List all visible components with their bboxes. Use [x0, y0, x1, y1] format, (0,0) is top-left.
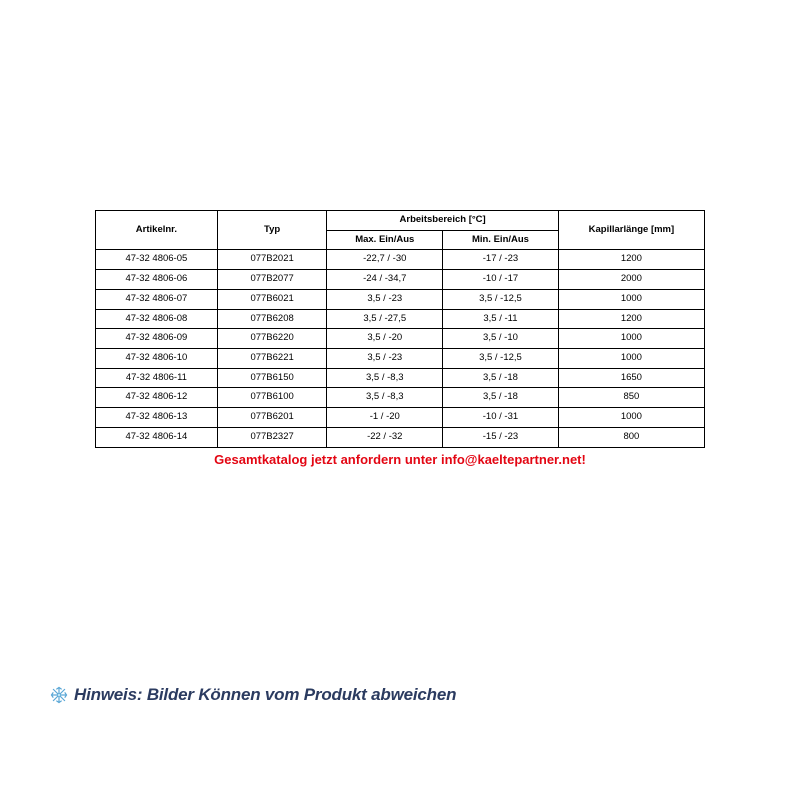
cell-max: -22,7 / -30 — [327, 250, 443, 270]
cell-art: 47-32 4806-05 — [96, 250, 218, 270]
cell-typ: 077B2327 — [217, 427, 327, 447]
cell-art: 47-32 4806-07 — [96, 289, 218, 309]
cell-typ: 077B6220 — [217, 329, 327, 349]
cell-kap: 1000 — [558, 289, 704, 309]
cell-max: -24 / -34,7 — [327, 270, 443, 290]
cell-kap: 1000 — [558, 349, 704, 369]
table-body: 47-32 4806-05077B2021-22,7 / -30-17 / -2… — [96, 250, 705, 447]
cell-art: 47-32 4806-13 — [96, 408, 218, 428]
table-row: 47-32 4806-10077B62213,5 / -233,5 / -12,… — [96, 349, 705, 369]
cell-typ: 077B6150 — [217, 368, 327, 388]
cell-max: 3,5 / -27,5 — [327, 309, 443, 329]
hinweis-text: Hinweis: Bilder Können vom Produkt abwei… — [74, 685, 456, 705]
cell-kap: 1000 — [558, 329, 704, 349]
cell-min: 3,5 / -18 — [443, 388, 559, 408]
cell-kap: 2000 — [558, 270, 704, 290]
table-row: 47-32 4806-13077B6201-1 / -20-10 / -3110… — [96, 408, 705, 428]
spec-table-container: Artikelnr. Typ Arbeitsbereich [°C] Kapil… — [95, 210, 705, 448]
cell-max: 3,5 / -8,3 — [327, 388, 443, 408]
cell-min: -10 / -31 — [443, 408, 559, 428]
cell-typ: 077B6100 — [217, 388, 327, 408]
catalog-cta: Gesamtkatalog jetzt anfordern unter info… — [0, 452, 800, 467]
cell-max: -1 / -20 — [327, 408, 443, 428]
cell-max: 3,5 / -8,3 — [327, 368, 443, 388]
table-row: 47-32 4806-07077B60213,5 / -233,5 / -12,… — [96, 289, 705, 309]
cell-min: 3,5 / -11 — [443, 309, 559, 329]
cell-kap: 800 — [558, 427, 704, 447]
hinweis-row: Hinweis: Bilder Können vom Produkt abwei… — [50, 685, 456, 705]
cell-art: 47-32 4806-08 — [96, 309, 218, 329]
table-row: 47-32 4806-14077B2327-22 / -32-15 / -238… — [96, 427, 705, 447]
cell-max: 3,5 / -20 — [327, 329, 443, 349]
snowflake-icon — [50, 686, 68, 704]
table-row: 47-32 4806-09077B62203,5 / -203,5 / -101… — [96, 329, 705, 349]
cell-max: -22 / -32 — [327, 427, 443, 447]
table-row: 47-32 4806-05077B2021-22,7 / -30-17 / -2… — [96, 250, 705, 270]
cell-art: 47-32 4806-09 — [96, 329, 218, 349]
cell-typ: 077B6021 — [217, 289, 327, 309]
th-kapillar: Kapillarlänge [mm] — [558, 211, 704, 250]
cell-typ: 077B6221 — [217, 349, 327, 369]
cell-art: 47-32 4806-06 — [96, 270, 218, 290]
cell-kap: 1200 — [558, 309, 704, 329]
cell-typ: 077B2021 — [217, 250, 327, 270]
table-head: Artikelnr. Typ Arbeitsbereich [°C] Kapil… — [96, 211, 705, 250]
cell-art: 47-32 4806-12 — [96, 388, 218, 408]
cell-kap: 850 — [558, 388, 704, 408]
spec-table: Artikelnr. Typ Arbeitsbereich [°C] Kapil… — [95, 210, 705, 448]
cell-kap: 1650 — [558, 368, 704, 388]
table-row: 47-32 4806-06077B2077-24 / -34,7-10 / -1… — [96, 270, 705, 290]
table-row: 47-32 4806-08077B62083,5 / -27,53,5 / -1… — [96, 309, 705, 329]
cell-min: 3,5 / -10 — [443, 329, 559, 349]
cell-typ: 077B6201 — [217, 408, 327, 428]
cell-typ: 077B6208 — [217, 309, 327, 329]
cell-min: 3,5 / -12,5 — [443, 289, 559, 309]
cell-min: -10 / -17 — [443, 270, 559, 290]
cell-min: 3,5 / -12,5 — [443, 349, 559, 369]
cell-typ: 077B2077 — [217, 270, 327, 290]
th-artikelnr: Artikelnr. — [96, 211, 218, 250]
th-arbeitsbereich: Arbeitsbereich [°C] — [327, 211, 558, 231]
cell-min: -15 / -23 — [443, 427, 559, 447]
cell-min: -17 / -23 — [443, 250, 559, 270]
cell-art: 47-32 4806-14 — [96, 427, 218, 447]
th-min: Min. Ein/Aus — [443, 230, 559, 250]
table-row: 47-32 4806-12077B61003,5 / -8,33,5 / -18… — [96, 388, 705, 408]
cell-art: 47-32 4806-10 — [96, 349, 218, 369]
table-row: 47-32 4806-11077B61503,5 / -8,33,5 / -18… — [96, 368, 705, 388]
cell-kap: 1000 — [558, 408, 704, 428]
th-typ: Typ — [217, 211, 327, 250]
cell-kap: 1200 — [558, 250, 704, 270]
cell-min: 3,5 / -18 — [443, 368, 559, 388]
cell-max: 3,5 / -23 — [327, 349, 443, 369]
th-max: Max. Ein/Aus — [327, 230, 443, 250]
cell-max: 3,5 / -23 — [327, 289, 443, 309]
cell-art: 47-32 4806-11 — [96, 368, 218, 388]
